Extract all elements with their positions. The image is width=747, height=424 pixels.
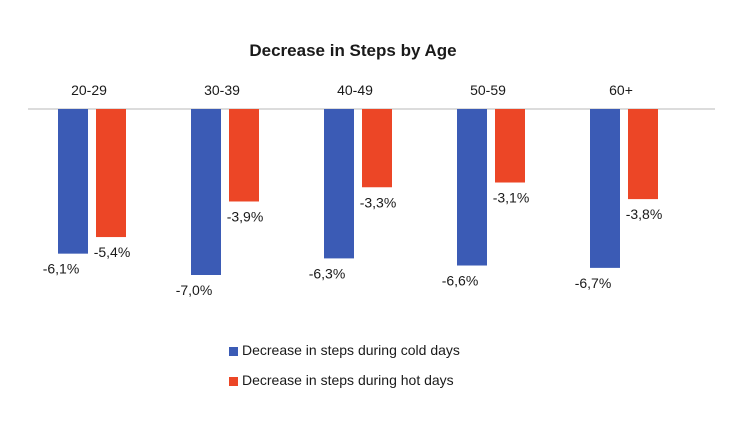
value-labels: -6,1% -5,4% -7,0% -3,9% -6,3% -3,3% -6,6% -3,1%… [43, 190, 663, 298]
bar-cold-40-49 [324, 109, 354, 259]
value-label-cold-20-29: -6,1% [43, 261, 80, 277]
value-label-cold-30-39: -7,0% [176, 282, 213, 298]
value-label-cold-50-59: -6,6% [442, 273, 479, 289]
category-label-20-29: 20-29 [71, 82, 107, 98]
legend-swatch-hot [229, 377, 238, 386]
chart-title: Decrease in Steps by Age [249, 41, 456, 60]
value-label-hot-30-39: -3,9% [227, 208, 264, 224]
category-label-40-49: 40-49 [337, 82, 373, 98]
legend-swatch-cold [229, 347, 238, 356]
category-label-60plus: 60+ [609, 82, 633, 98]
value-label-hot-60plus: -3,8% [626, 206, 663, 222]
legend: Decrease in steps during cold days Decrea… [229, 342, 460, 388]
bar-hot-50-59 [495, 109, 525, 183]
legend-label-hot: Decrease in steps during hot days [242, 372, 454, 388]
bar-hot-40-49 [362, 109, 392, 188]
value-label-cold-60plus: -6,7% [575, 275, 612, 291]
category-label-50-59: 50-59 [470, 82, 506, 98]
category-label-30-39: 30-39 [204, 82, 240, 98]
bar-hot-60plus [628, 109, 658, 200]
bar-cold-50-59 [457, 109, 487, 266]
bars [58, 109, 658, 275]
bar-cold-60plus [590, 109, 620, 268]
bar-hot-30-39 [229, 109, 259, 202]
value-label-cold-40-49: -6,3% [309, 265, 346, 281]
bar-hot-20-29 [96, 109, 126, 238]
value-label-hot-40-49: -3,3% [360, 194, 397, 210]
value-label-hot-20-29: -5,4% [94, 244, 131, 260]
category-labels: 20-29 30-39 40-49 50-59 60+ [71, 82, 633, 98]
value-label-hot-50-59: -3,1% [493, 190, 530, 206]
legend-label-cold: Decrease in steps during cold days [242, 342, 460, 358]
bar-cold-20-29 [58, 109, 88, 254]
bar-cold-30-39 [191, 109, 221, 275]
